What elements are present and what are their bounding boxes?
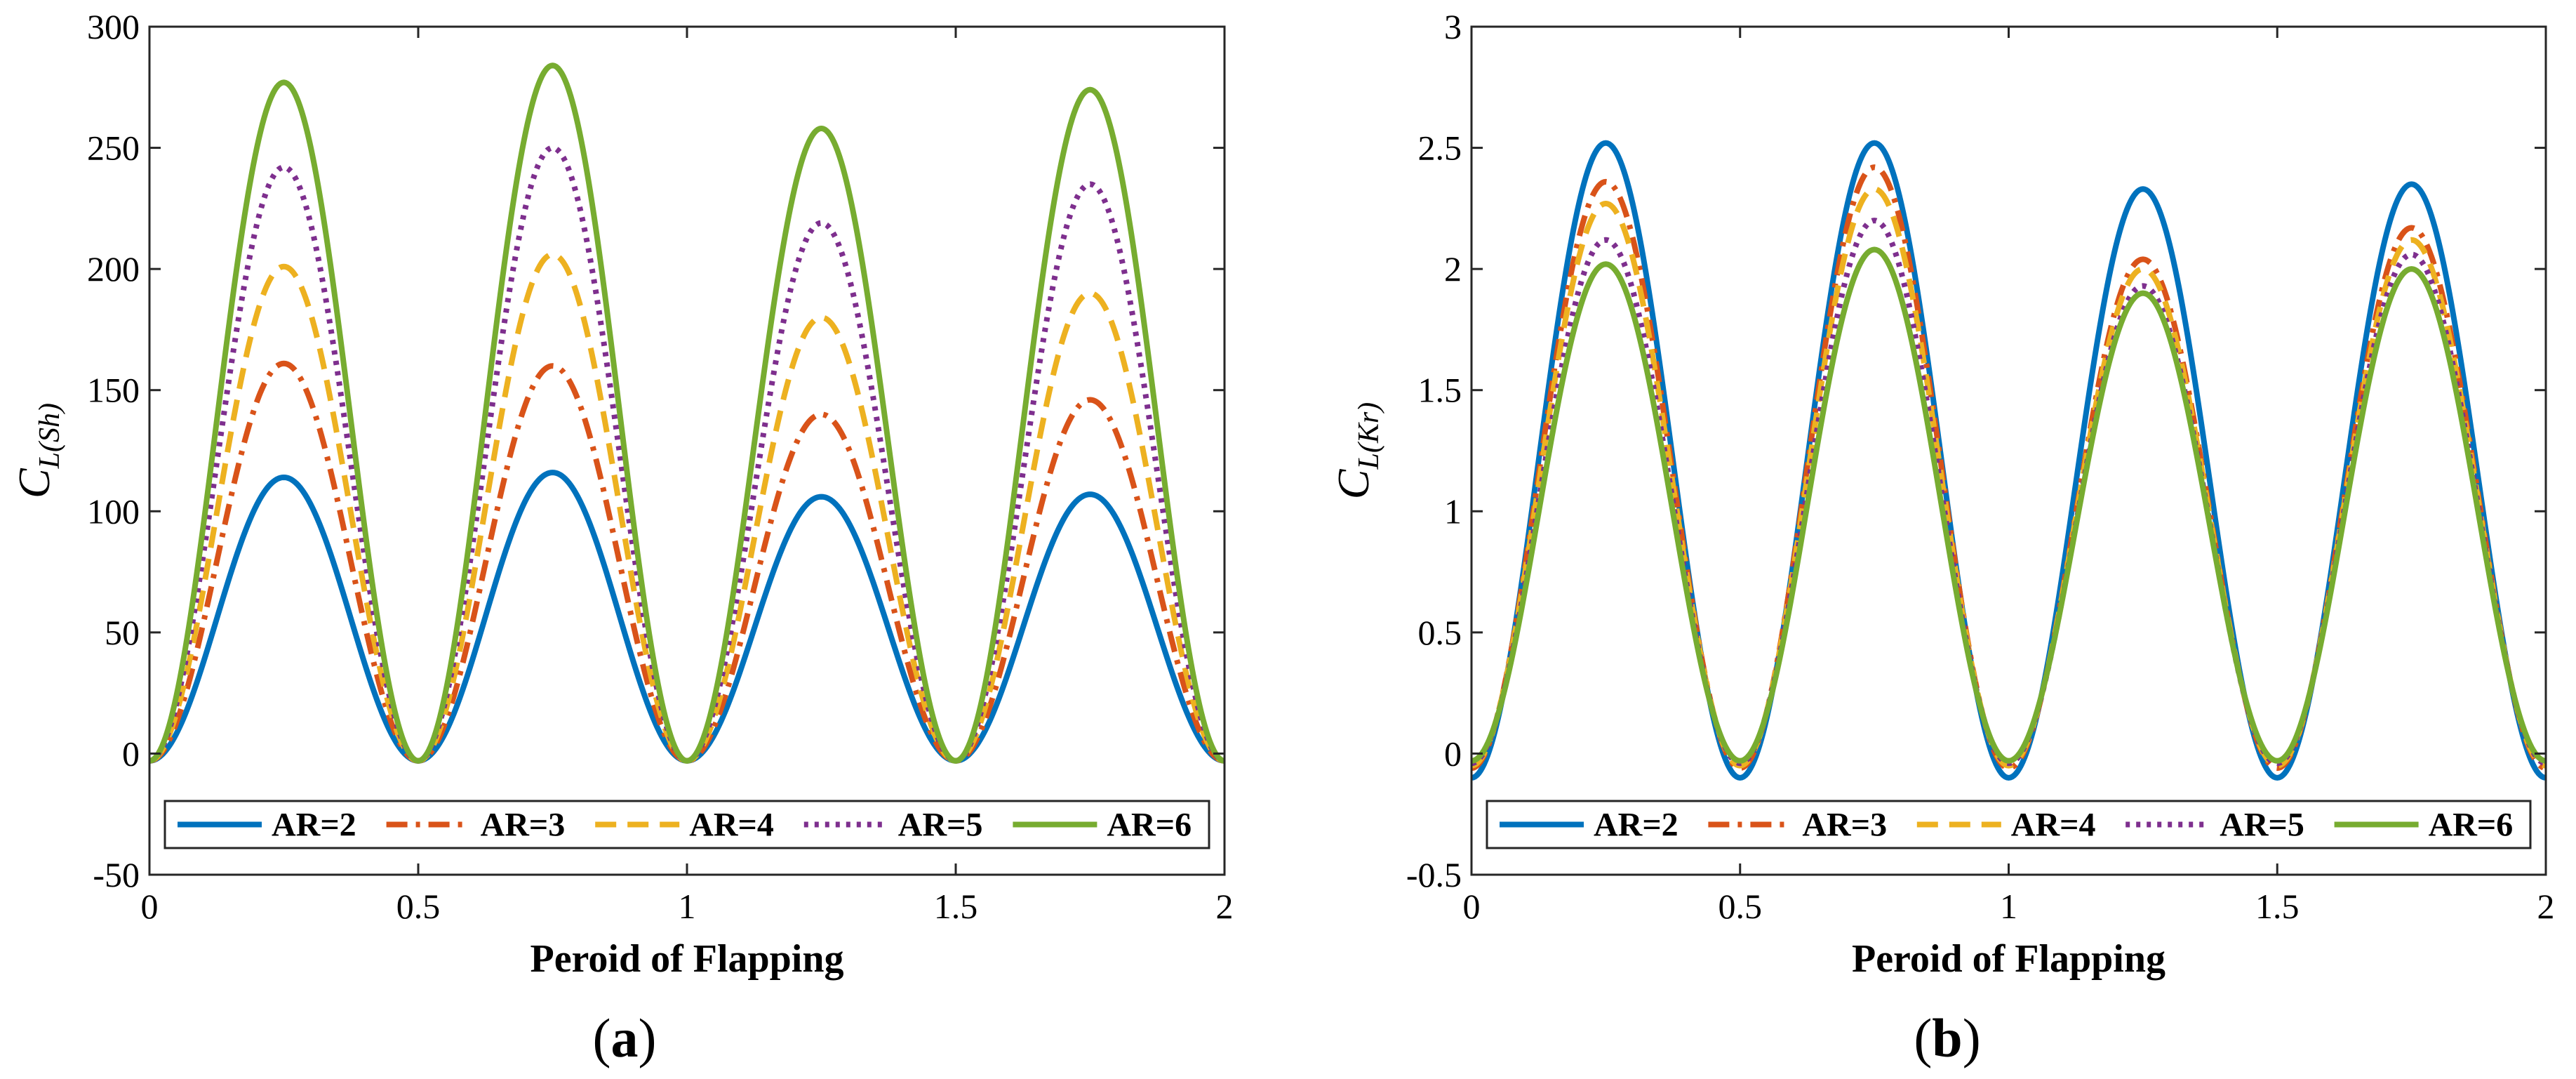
x-tick-label: 0.5 <box>1719 887 1763 926</box>
x-tick-label: 1 <box>679 887 696 926</box>
legend-label: AR=6 <box>2429 807 2514 844</box>
y-axis-label: CL(Kr) <box>1328 402 1385 499</box>
y-tick-label: 100 <box>87 491 140 531</box>
x-tick-label: 0 <box>1463 887 1481 926</box>
y-tick-label: 200 <box>87 249 140 289</box>
x-tick-label: 1.5 <box>934 887 978 926</box>
series-line-ar-5 <box>1471 218 2546 767</box>
y-tick-label: 50 <box>105 613 140 652</box>
y-tick-label: -0.5 <box>1406 855 1462 894</box>
y-tick-label: 3 <box>1444 7 1462 46</box>
legend-label: AR=5 <box>2220 807 2304 844</box>
legend-label: AR=2 <box>272 807 356 844</box>
series-line-ar-2 <box>149 470 1224 764</box>
series-line-ar-6 <box>1471 246 2546 764</box>
y-tick-label: -50 <box>93 855 140 894</box>
legend-label: AR=2 <box>1594 807 1679 844</box>
y-axis-label: CL(Sh) <box>9 403 66 498</box>
y-tick-label: 1.5 <box>1418 371 1462 410</box>
legend-label: AR=4 <box>2011 807 2096 844</box>
y-tick-label: 2 <box>1444 249 1462 289</box>
series-group <box>149 62 1224 764</box>
legend-label: AR=4 <box>689 807 774 844</box>
x-tick-label: 1.5 <box>2255 887 2300 926</box>
x-tick-label: 1 <box>2000 887 2017 926</box>
legend-label: AR=3 <box>481 807 566 844</box>
y-tick-label: 150 <box>87 371 140 410</box>
axes-frame <box>1470 25 2547 876</box>
y-tick-label: 2.5 <box>1418 128 1462 168</box>
x-tick-label: 2 <box>1216 887 1234 926</box>
y-tick-label: 300 <box>87 7 140 46</box>
y-tick-label: 250 <box>87 128 140 168</box>
y-tick-label: 1 <box>1444 491 1462 531</box>
y-tick-label: 0 <box>1444 734 1462 773</box>
x-tick-label: 0 <box>141 887 159 926</box>
series-line-ar-2 <box>1471 140 2546 781</box>
legend-label: AR=3 <box>1802 807 1887 844</box>
legend-label: AR=5 <box>898 807 983 844</box>
series-line-ar-5 <box>149 145 1224 764</box>
x-axis-label: Peroid of Flapping <box>530 937 843 981</box>
legend-label: AR=6 <box>1107 807 1192 844</box>
panel-label: (b) <box>1914 1007 1980 1068</box>
x-tick-label: 2 <box>2537 887 2555 926</box>
x-tick-label: 0.5 <box>396 887 441 926</box>
series-line-ar-3 <box>149 360 1224 764</box>
series-group <box>1471 140 2546 781</box>
series-line-ar-6 <box>149 62 1224 764</box>
legend: AR=2 AR=3 AR=4 AR=5 AR=6 <box>1486 800 2532 849</box>
y-tick-label: 0.5 <box>1418 613 1462 652</box>
x-axis-label: Peroid of Flapping <box>1852 937 2165 981</box>
y-tick-label: 0 <box>122 734 140 773</box>
panel-label: (a) <box>593 1007 657 1068</box>
legend: AR=2 AR=3 AR=4 AR=5 AR=6 <box>163 800 1210 849</box>
